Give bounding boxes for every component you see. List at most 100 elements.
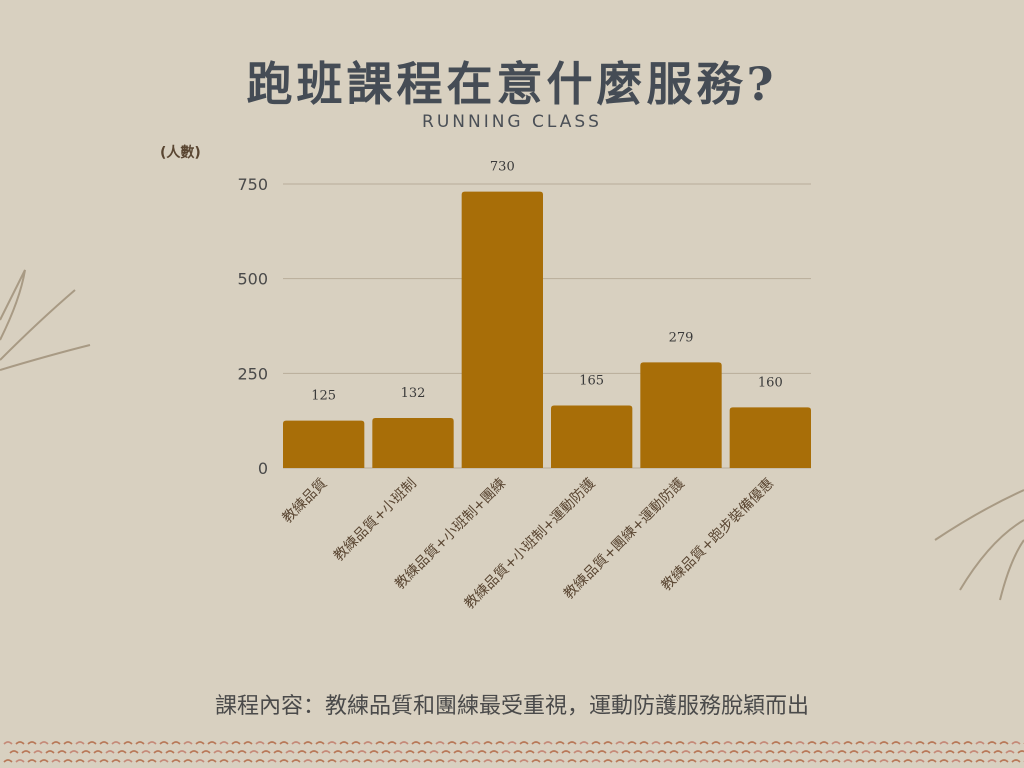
bar [461, 191, 543, 468]
leaf-stem-icon [0, 344, 91, 371]
pattern-mark [531, 741, 541, 745]
pattern-mark [57, 750, 67, 754]
page-subtitle: RUNNING CLASS [422, 112, 602, 132]
pattern-mark [927, 759, 937, 763]
pattern-mark [573, 750, 583, 754]
pattern-mark [747, 741, 757, 745]
pattern-mark [735, 759, 745, 763]
pattern-mark [561, 750, 571, 754]
pattern-mark [783, 759, 793, 763]
pattern-mark [405, 750, 415, 754]
pattern-mark [843, 759, 853, 763]
pattern-mark [39, 741, 49, 745]
pattern-mark [807, 759, 817, 763]
pattern-mark [957, 750, 967, 754]
pattern-mark [507, 741, 517, 745]
pattern-mark [51, 759, 61, 763]
pattern-mark [219, 759, 229, 763]
pattern-mark [729, 750, 739, 754]
pattern-mark [165, 750, 175, 754]
pattern-mark [951, 741, 961, 745]
pattern-mark [621, 750, 631, 754]
y-tick-label: 250 [237, 364, 268, 383]
pattern-mark [651, 759, 661, 763]
pattern-mark [705, 750, 715, 754]
pattern-mark [867, 741, 877, 745]
pattern-mark [123, 759, 133, 763]
pattern-mark [327, 741, 337, 745]
pattern-mark [135, 741, 145, 745]
pattern-mark [741, 750, 751, 754]
pattern-mark [627, 759, 637, 763]
pattern-mark [1011, 741, 1021, 745]
pattern-mark [411, 759, 421, 763]
data-label: 165 [579, 374, 604, 389]
chart-caption: 課程內容：教練品質和團練最受重視，運動防護服務脫穎而出 [214, 694, 809, 719]
pattern-mark [189, 750, 199, 754]
pattern-mark [123, 741, 133, 745]
pattern-mark [669, 750, 679, 754]
pattern-mark [243, 759, 253, 763]
pattern-mark [891, 741, 901, 745]
pattern-mark [321, 750, 331, 754]
pattern-mark [597, 750, 607, 754]
pattern-mark [69, 750, 79, 754]
pattern-mark [831, 741, 841, 745]
pattern-mark [507, 759, 517, 763]
pattern-mark [771, 759, 781, 763]
pattern-mark [963, 741, 973, 745]
pattern-mark [681, 750, 691, 754]
leaf-icon [999, 539, 1024, 601]
pattern-mark [375, 741, 385, 745]
pattern-mark [213, 750, 223, 754]
pattern-mark [489, 750, 499, 754]
pattern-mark [339, 759, 349, 763]
pattern-mark [219, 741, 229, 745]
pattern-mark [249, 750, 259, 754]
pattern-mark [537, 750, 547, 754]
pattern-mark [87, 759, 97, 763]
data-label: 279 [669, 330, 694, 345]
pattern-mark [819, 741, 829, 745]
pattern-mark [609, 750, 619, 754]
pattern-mark [111, 759, 121, 763]
bar [372, 418, 454, 468]
pattern-mark [807, 741, 817, 745]
pattern-mark [279, 741, 289, 745]
pattern-mark [243, 741, 253, 745]
pattern-mark [657, 750, 667, 754]
pattern-mark [759, 759, 769, 763]
pattern-mark [789, 750, 799, 754]
pattern-mark [855, 759, 865, 763]
pattern-mark [315, 759, 325, 763]
pattern-mark [21, 750, 31, 754]
pattern-mark [519, 741, 529, 745]
pattern-mark [99, 759, 109, 763]
pattern-mark [759, 741, 769, 745]
pattern-mark [45, 750, 55, 754]
pattern-mark [75, 759, 85, 763]
pattern-mark [969, 750, 979, 754]
pattern-mark [1011, 759, 1021, 763]
pattern-mark [129, 750, 139, 754]
pattern-mark [645, 750, 655, 754]
pattern-mark [885, 750, 895, 754]
pattern-mark [495, 759, 505, 763]
pattern-mark [765, 750, 775, 754]
pattern-mark [675, 759, 685, 763]
pattern-mark [897, 750, 907, 754]
pattern-mark [591, 759, 601, 763]
pattern-mark [381, 750, 391, 754]
pattern-mark [927, 741, 937, 745]
pattern-mark [177, 750, 187, 754]
pattern-mark [453, 750, 463, 754]
pattern-mark [639, 741, 649, 745]
pattern-mark [75, 741, 85, 745]
pattern-mark [51, 741, 61, 745]
pattern-mark [231, 741, 241, 745]
pattern-mark [861, 750, 871, 754]
pattern-mark [543, 759, 553, 763]
pattern-mark [315, 741, 325, 745]
pattern-mark [171, 741, 181, 745]
pattern-mark [159, 741, 169, 745]
